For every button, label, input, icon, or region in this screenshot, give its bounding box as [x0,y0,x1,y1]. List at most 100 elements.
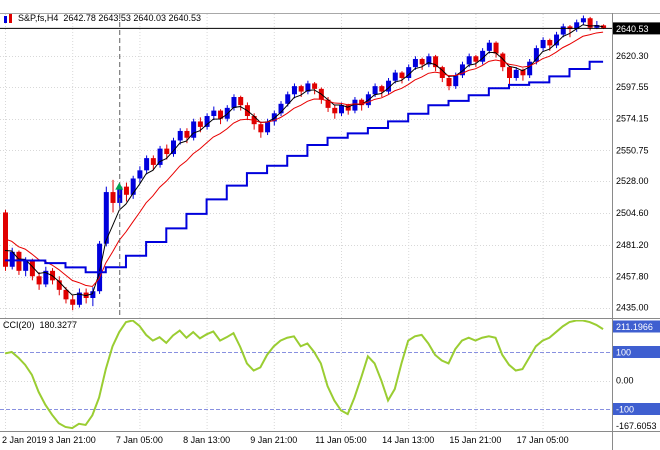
candle-up [191,121,197,138]
time-axis-label: 17 Jan 05:00 [517,435,569,445]
time-axis-label: 11 Jan 05:00 [315,435,366,445]
price-axis-label: 2504.60 [616,208,649,218]
price-axis-label: 2435.00 [616,303,649,313]
candle-up [466,56,472,65]
candle-down [63,289,69,300]
candle-down [164,148,170,155]
price-axis-label: 2620.30 [616,51,649,61]
candle-up [527,61,533,76]
candle-up [130,178,136,195]
candle-down [184,130,190,138]
candle-down [36,276,42,285]
candle-down [150,158,156,165]
candle-down [238,97,244,106]
price-axis-label: 2528.00 [616,176,649,186]
candle-up [594,25,600,28]
candle-down [379,86,385,92]
price-axis-label: 2550.75 [616,145,649,155]
cci-axis-label: 0.00 [616,376,634,386]
cci-level-value: -100 [616,405,634,415]
candle-up [513,69,519,78]
buy-arrow-icon[interactable] [115,182,124,190]
candle-up [305,83,311,92]
time-axis-label: 14 Jan 13:00 [382,435,434,445]
candle-down [493,42,499,54]
candle-up [372,86,378,95]
candle-up [157,148,163,165]
candle-down [601,25,607,29]
time-axis-label: 7 Jan 05:00 [116,435,163,445]
cci-line [4,320,604,430]
candle-down [587,18,593,28]
candle-down [325,99,331,108]
indicator-value-label: 180.3277 [39,320,78,330]
candle-up [412,58,418,68]
symbol-timeframe-label: S&P,fs,H4 [18,13,59,23]
candle-up [574,22,580,30]
cci-layer [4,320,604,430]
time-axis-label: 2 Jan 2019 [2,435,47,445]
candle-down [218,110,224,119]
candle-down [110,192,116,203]
candle-down [56,280,62,290]
candle-down [507,67,512,78]
time-axis-label: 15 Jan 21:00 [449,435,501,445]
ma-slow-line [5,60,604,274]
ma-layer [4,24,604,297]
candle-up [43,270,49,285]
price-axis-label: 2457.80 [616,272,649,282]
candle-up [97,243,103,292]
candle-up [90,291,96,298]
candles-layer [3,15,607,311]
price-axis-label: 2597.55 [616,82,649,92]
candle-down [258,124,264,133]
time-axis-label: 8 Jan 13:00 [183,435,230,445]
time-axis-label: 9 Jan 21:00 [250,435,297,445]
candle-up [23,259,29,271]
candle-up [211,110,217,117]
candle-down [547,39,553,46]
candle-down [345,105,351,111]
ma-medium-line [4,31,604,287]
candle-up [540,39,546,49]
candle-up [9,251,15,267]
chart-legend: S&P,fs,H4 2642.78 2643.53 2640.03 2640.5… [3,13,201,23]
candle-down [520,69,526,76]
candle-up [554,34,560,46]
price-axis-label: 2574.15 [616,114,649,124]
current-price-tag [613,22,660,35]
candle-down [433,56,439,68]
candle-up [231,97,237,108]
candle-up [352,99,358,111]
candle-down [197,121,203,127]
candle-down [70,299,76,305]
candle-down [446,77,452,87]
candle-down [439,67,445,78]
candle-up [285,94,291,104]
candle-up [144,158,150,171]
candle-down [419,58,425,65]
ohlc-values-label: 2642.78 2643.53 2640.03 2640.53 [63,13,201,23]
time-axis-label: 3 Jan 21:00 [49,435,96,445]
price-axis-label: 2481.20 [616,240,649,250]
indicator-legend: CCI(20) 180.3277 [3,320,77,330]
cci-level-tag [613,346,660,358]
candle-down [29,259,35,277]
candle-up [580,18,586,23]
candle-up [76,292,82,305]
candle-up [265,121,271,133]
candle-down [298,86,304,92]
candle-up [533,48,539,62]
candle-up [459,64,465,76]
cci-level-tag [613,403,660,415]
candle-up [392,72,398,81]
candle-up [339,105,344,114]
candle-down [312,83,318,89]
candle-up [291,86,297,95]
candle-up [177,130,183,141]
candle-up [204,116,210,127]
candle-up [453,75,459,87]
candle-down [359,99,365,106]
